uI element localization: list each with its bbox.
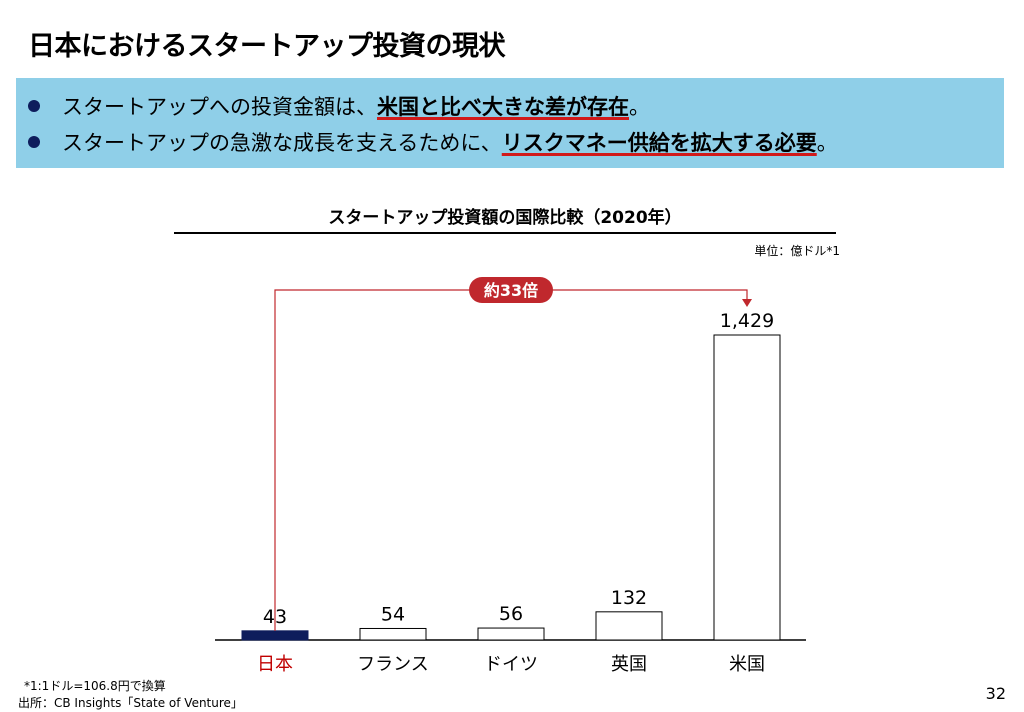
footnote-source: 出所：CB Insights「State of Venture」 — [18, 696, 243, 710]
data-label-英国: 132 — [611, 587, 647, 609]
category-label-フランス: フランス — [357, 654, 429, 675]
comparison-bracket — [274, 289, 748, 631]
data-label-ドイツ: 56 — [499, 603, 523, 625]
chart-title-rule — [174, 232, 836, 234]
bullet-dot-icon — [28, 100, 40, 112]
data-label-フランス: 54 — [381, 603, 405, 625]
comparison-badge — [469, 277, 553, 303]
chart-title: スタートアップ投資額の国際比較（2020年） — [328, 208, 682, 228]
slide-title: 日本におけるスタートアップ投資の現状 — [28, 31, 506, 62]
arrow-down-icon — [742, 299, 752, 307]
unit-label: 単位：億ドル*1 — [754, 244, 840, 258]
category-label-日本: 日本 — [257, 654, 293, 675]
bullet-text: スタートアップへの投資金額は、 — [62, 95, 377, 119]
summary-bullet-1: スタートアップへの投資金額は、 米国と比べ大きな差が存在。 — [28, 88, 1004, 124]
category-label-ドイツ: ドイツ — [484, 654, 538, 675]
bullet-text: スタートアップの急激な成長を支えるために、 — [62, 131, 502, 155]
bullet-suffix: 。 — [816, 131, 838, 155]
bar-米国 — [713, 334, 781, 641]
category-label-米国: 米国 — [729, 654, 765, 675]
footnotes: *1:1ドル=106.8円で換算 出所：CB Insights「State of… — [18, 678, 243, 712]
summary-box: スタートアップへの投資金額は、 米国と比べ大きな差が存在。 スタートアップの急激な… — [16, 78, 1004, 168]
bullet-dot-icon — [28, 136, 40, 148]
bullet-emphasis: リスクマネー供給を拡大する必要 — [501, 131, 817, 155]
footnote-exchange-rate: *1:1ドル=106.8円で換算 — [24, 679, 166, 693]
comparison-label: 約33倍 — [484, 281, 538, 300]
bullet-suffix: 。 — [629, 95, 650, 119]
category-label-英国: 英国 — [611, 654, 647, 675]
page-number: 32 — [985, 684, 1006, 703]
bar-英国 — [595, 611, 663, 641]
bar-日本 — [241, 630, 309, 641]
bullet-emphasis: 米国と比べ大きな差が存在 — [377, 95, 629, 119]
summary-bullet-2: スタートアップの急激な成長を支えるために、 リスクマネー供給を拡大する必要。 — [28, 124, 1004, 160]
data-label-米国: 1,429 — [720, 310, 774, 332]
bar-フランス — [359, 627, 427, 641]
bar-ドイツ — [477, 627, 545, 641]
